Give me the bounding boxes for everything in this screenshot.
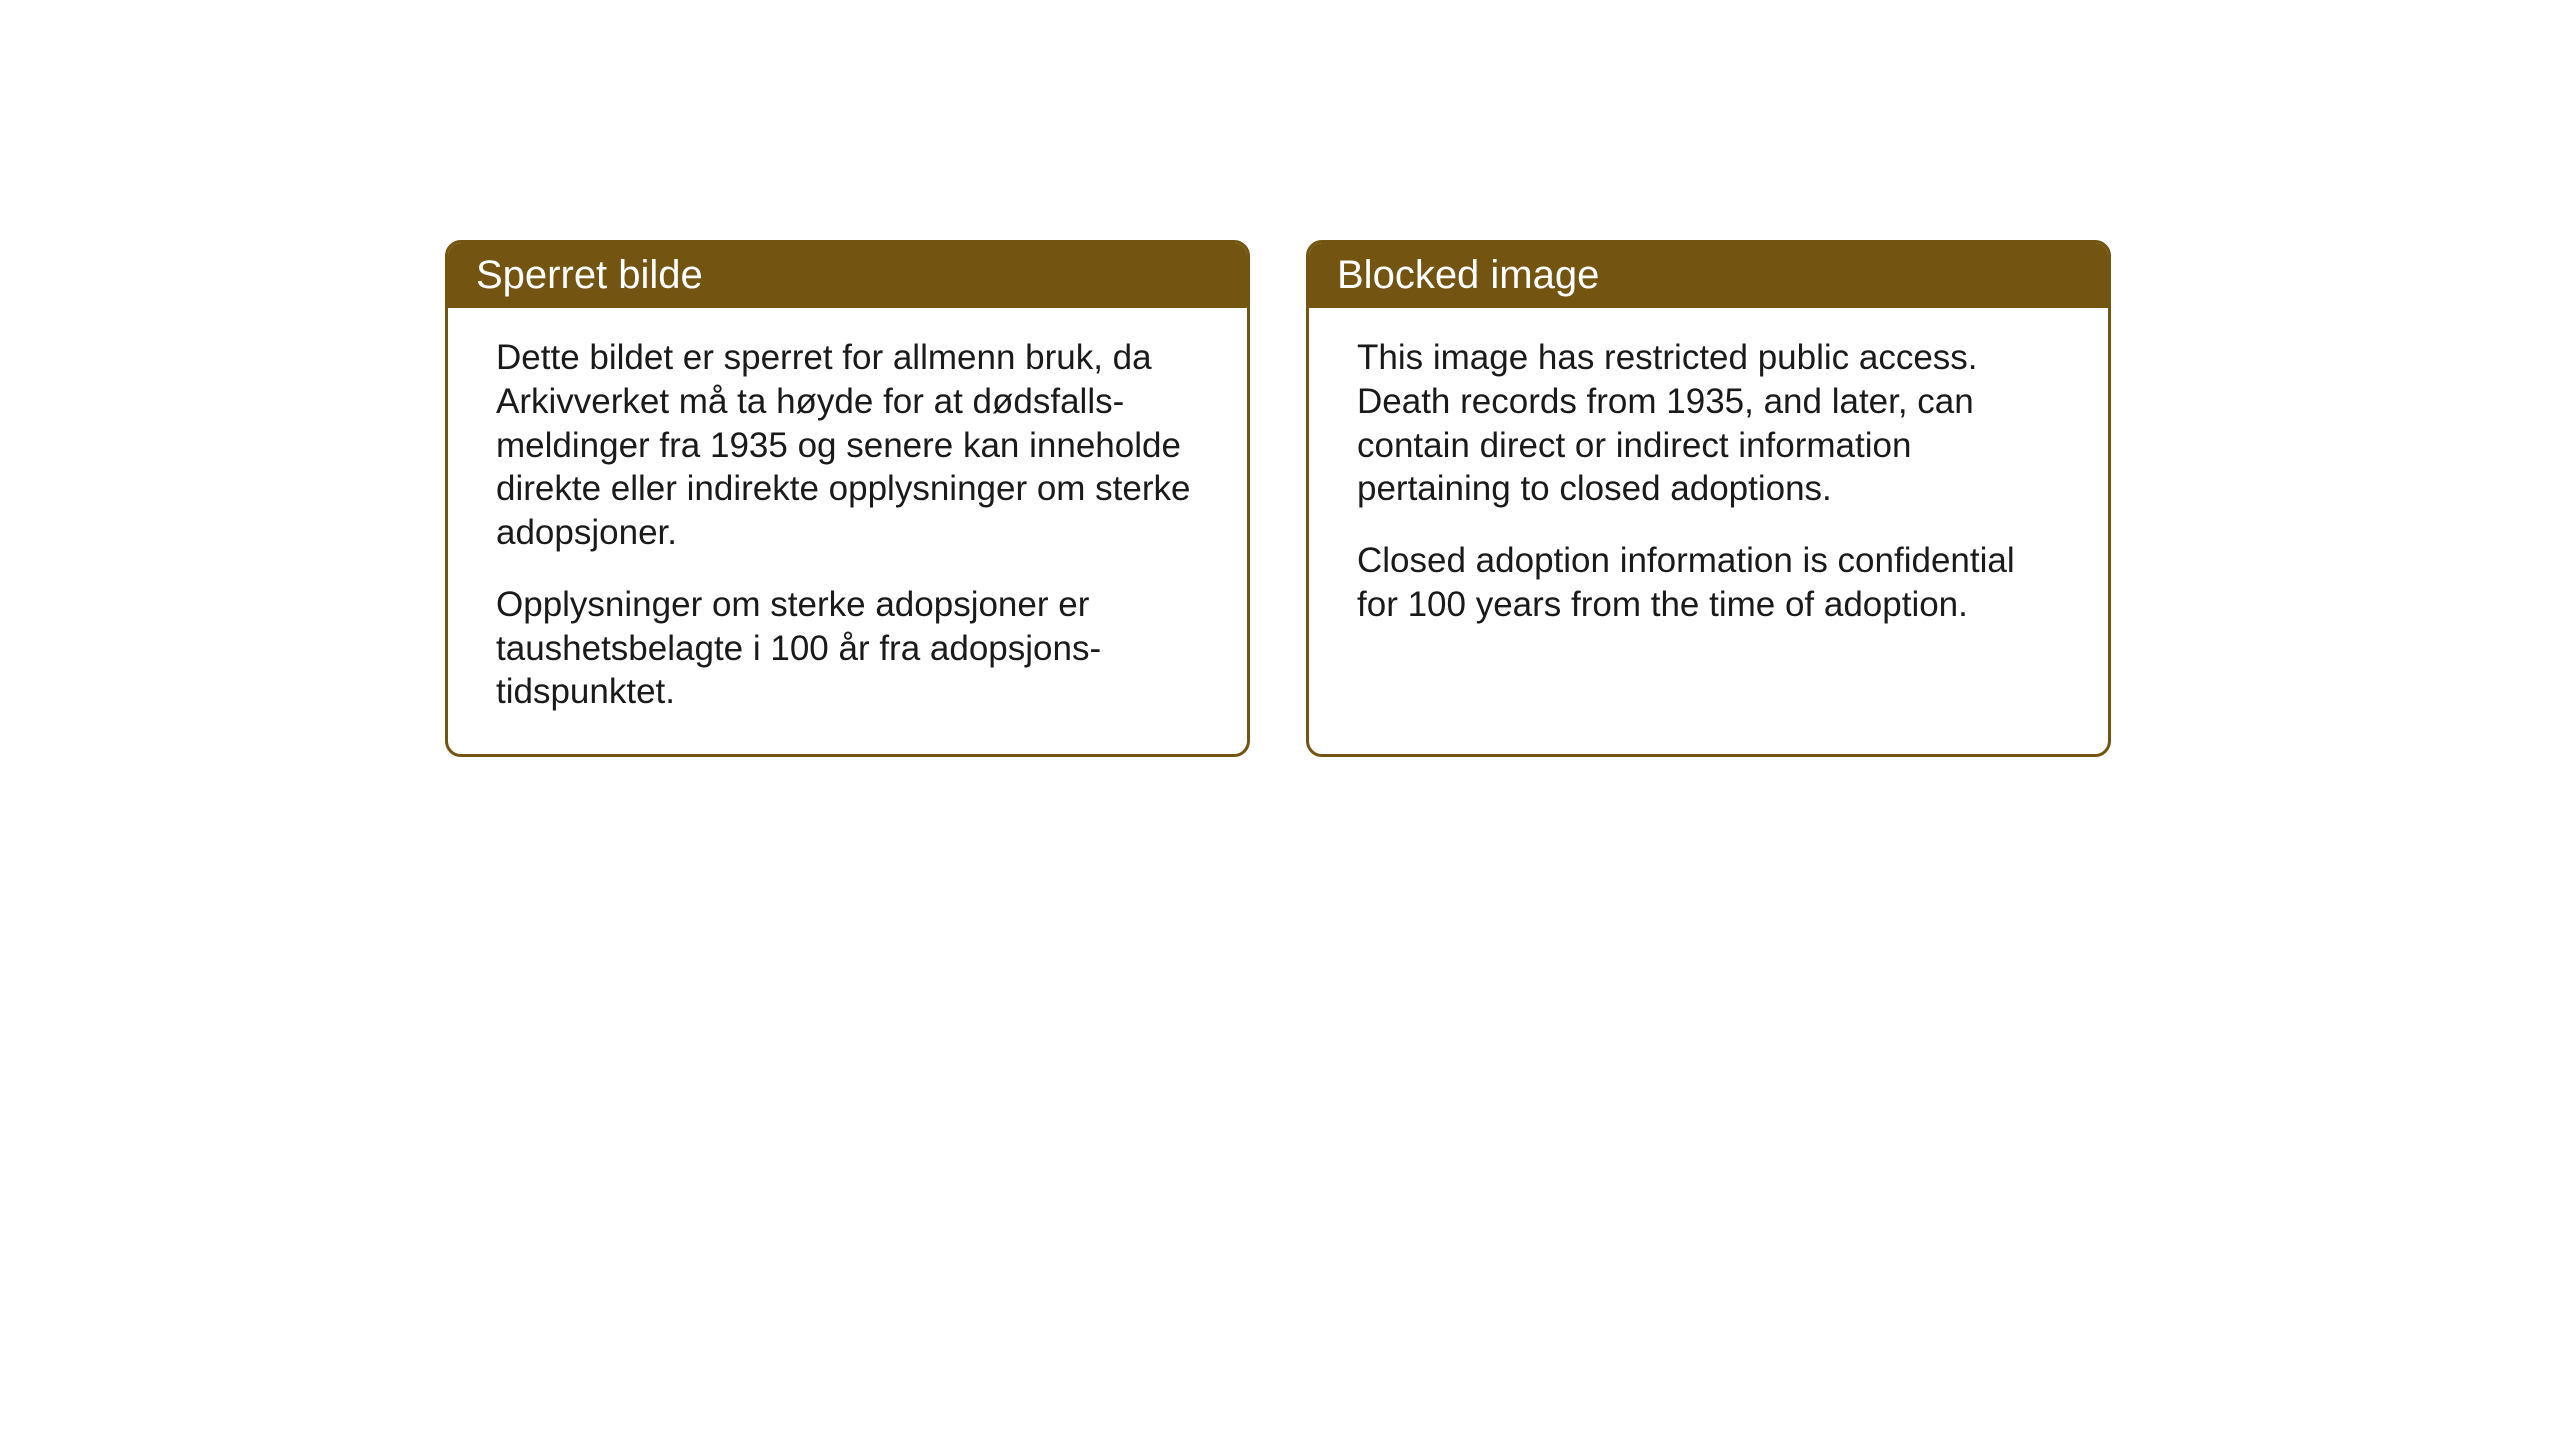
notice-box-norwegian: Sperret bilde Dette bildet er sperret fo… [445,240,1250,757]
notice-paragraph-2-norwegian: Opplysninger om sterke adopsjoner er tau… [496,583,1199,714]
notice-container: Sperret bilde Dette bildet er sperret fo… [445,240,2111,757]
notice-paragraph-2-english: Closed adoption information is confident… [1357,539,2060,627]
notice-title-norwegian: Sperret bilde [476,253,703,297]
notice-title-english: Blocked image [1337,253,1599,297]
notice-paragraph-1-norwegian: Dette bildet er sperret for allmenn bruk… [496,336,1199,555]
notice-header-english: Blocked image [1309,243,2108,308]
notice-box-english: Blocked image This image has restricted … [1306,240,2111,757]
notice-body-english: This image has restricted public access.… [1309,308,2108,667]
notice-body-norwegian: Dette bildet er sperret for allmenn bruk… [448,308,1247,754]
notice-header-norwegian: Sperret bilde [448,243,1247,308]
notice-paragraph-1-english: This image has restricted public access.… [1357,336,2060,511]
